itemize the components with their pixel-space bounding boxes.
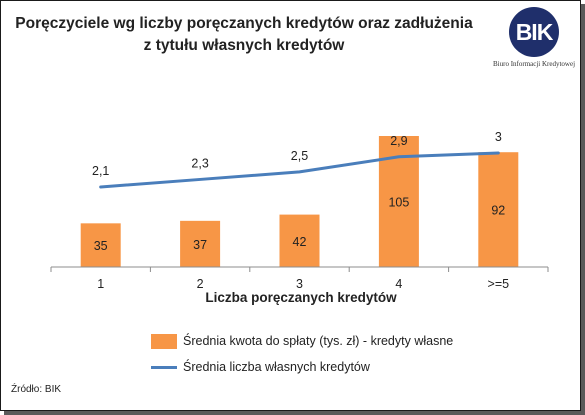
legend-label-bars: Średnia kwota do spłaty (tys. zł) - kred… (183, 334, 454, 348)
x-tick-label: >=5 (488, 277, 510, 291)
chart-title: Poręczyciele wg liczby poręczanych kredy… (9, 13, 479, 57)
line-series (99, 151, 500, 189)
bar-1 (80, 223, 121, 267)
line-point-label: 2,3 (191, 156, 208, 170)
x-tick-label: 3 (296, 277, 303, 291)
legend-swatch-bars (151, 334, 177, 350)
bar-value-label: 35 (94, 239, 108, 253)
bar-value-label: 42 (293, 235, 307, 249)
legend: Średnia kwota do spłaty (tys. zł) - kred… (151, 331, 453, 381)
bar-5 (478, 152, 519, 267)
chart-title-line1: Poręczyciele wg liczby poręczanych kredy… (15, 15, 473, 32)
x-tick-label: 1 (97, 277, 104, 291)
legend-swatch-line (151, 366, 177, 370)
line-point-label: 2,9 (390, 134, 407, 148)
legend-item-bars: Średnia kwota do spłaty (tys. zł) - kred… (151, 331, 453, 355)
bik-logo-subtitle: Biuro Informacji Kredytowej (493, 60, 576, 68)
bik-logo: BIK Biuro Informacji Kredytowej (493, 7, 580, 77)
bar-value-label: 105 (388, 196, 409, 210)
x-tick-label: 4 (395, 277, 402, 291)
source-note: Źródło: BIK (11, 384, 62, 395)
line-point-label: 2,1 (92, 164, 109, 178)
bik-logo-mark: BIK (509, 7, 559, 57)
legend-label-line: Średnia liczba własnych kredytów (183, 360, 370, 374)
x-axis-title: Liczba poręczanych kredytów (205, 290, 397, 305)
x-tick-label: 2 (197, 277, 204, 291)
bar-2 (180, 220, 221, 267)
chart-plot: 35 37 42 105 92 1 2 3 4 >=5 2,1 2,3 2,5 2,9 3 (50, 130, 549, 291)
chart-title-line2: z tytułu własnych kredytów (143, 37, 345, 54)
bar-3 (279, 214, 320, 267)
bar-value-label: 37 (193, 238, 207, 252)
bar-value-label: 92 (491, 204, 505, 218)
line-point-label: 2,5 (291, 149, 308, 163)
legend-item-line: Średnia liczba własnych kredytów (151, 357, 453, 381)
line-point-label: 3 (495, 130, 502, 144)
